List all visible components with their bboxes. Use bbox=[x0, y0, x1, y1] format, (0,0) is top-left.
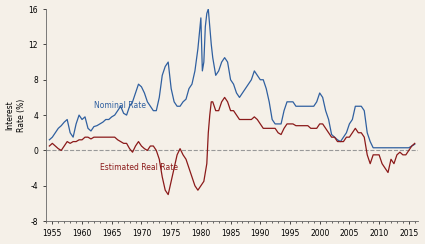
Text: Estimated Real Rate: Estimated Real Rate bbox=[100, 163, 178, 172]
Text: Nominal Rate: Nominal Rate bbox=[94, 101, 146, 110]
Y-axis label: Interest
Rate (%): Interest Rate (%) bbox=[6, 99, 26, 132]
